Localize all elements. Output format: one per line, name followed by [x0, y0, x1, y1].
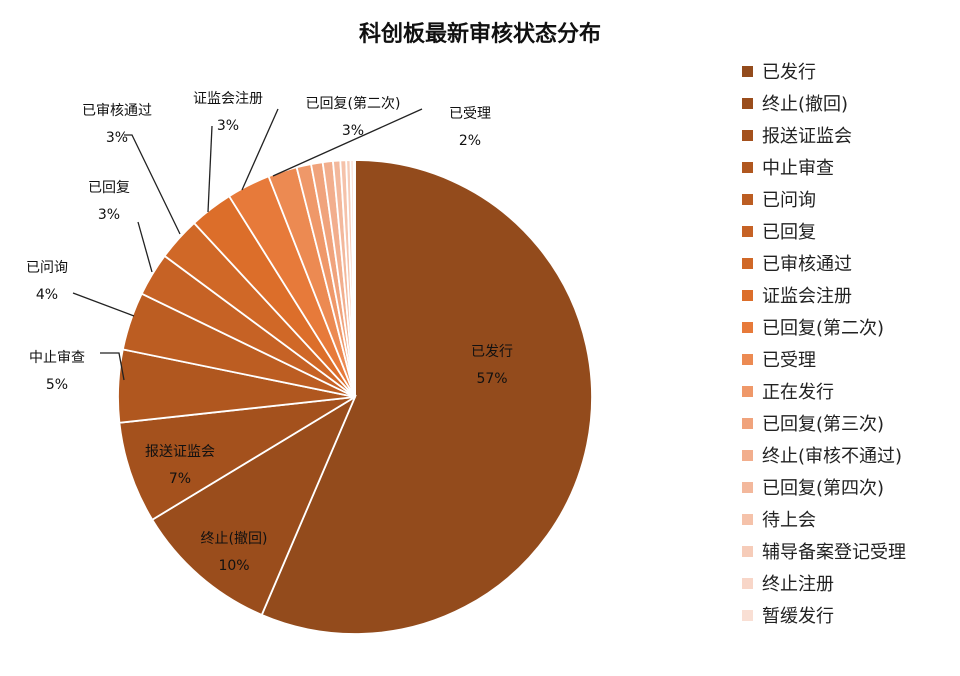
legend-swatch: [742, 289, 753, 301]
legend-item: 待上会: [742, 503, 906, 535]
slice-value-label: 3%: [217, 118, 239, 134]
legend-item: 已回复: [742, 215, 906, 247]
legend-label: 已回复(第四次): [762, 478, 885, 499]
legend-label: 待上会: [762, 510, 816, 531]
legend-label: 正在发行: [762, 382, 834, 403]
legend-item: 终止(审核不通过): [742, 439, 906, 471]
slice-value-label: 3%: [342, 123, 364, 139]
legend-item: 报送证监会: [742, 119, 906, 151]
legend-item: 暂缓发行: [742, 599, 906, 631]
legend-swatch: [742, 161, 753, 173]
slice-label: 证监会注册: [193, 91, 263, 107]
leader-line: [100, 352, 125, 381]
slice-value-label: 4%: [36, 287, 58, 303]
legend-label: 已回复: [762, 222, 816, 243]
legend-swatch: [742, 321, 753, 333]
legend-label: 暂缓发行: [762, 606, 834, 627]
legend-label: 已问询: [762, 190, 816, 211]
legend-item: 已审核通过: [742, 247, 906, 279]
legend-item: 终止注册: [742, 567, 906, 599]
legend-swatch: [742, 257, 753, 269]
pie-slice: [352, 159, 356, 398]
slice-label: 已受理: [449, 106, 491, 122]
legend-swatch: [742, 353, 753, 365]
legend-label: 已发行: [762, 62, 816, 83]
slice-label: 已审核通过: [82, 103, 152, 119]
chart-title: 科创板最新审核状态分布: [358, 22, 601, 47]
legend-swatch: [742, 417, 753, 429]
slice-label: 已回复(第二次): [306, 95, 401, 112]
legend-label: 辅导备案登记受理: [762, 542, 906, 563]
legend-label: 终止(审核不通过): [762, 446, 903, 467]
legend-swatch: [742, 481, 753, 493]
slice-value-label: 7%: [169, 471, 191, 487]
legend-swatch: [742, 513, 753, 525]
slice-value-label: 2%: [459, 133, 481, 149]
slice-value-label: 57%: [476, 371, 507, 387]
pie-slice: [151, 394, 357, 617]
pie-slice: [118, 396, 356, 521]
chart-legend: 已发行终止(撤回) 报送证监会中止审查已问询已回复已审核通过证监会注册已回复(第二…: [742, 55, 906, 631]
legend-swatch: [742, 193, 753, 205]
legend-item: 终止(撤回): [742, 87, 906, 119]
legend-item: 证监会注册: [742, 279, 906, 311]
leader-line: [124, 134, 181, 235]
legend-item: 已问询: [742, 183, 906, 215]
leader-line: [207, 125, 213, 213]
legend-label: 中止审查: [762, 158, 834, 179]
legend-swatch: [742, 65, 753, 77]
slice-value-label: 5%: [46, 377, 68, 393]
legend-swatch: [742, 225, 753, 237]
legend-swatch: [742, 449, 753, 461]
legend-item: 已发行: [742, 55, 906, 87]
leader-line: [272, 108, 423, 177]
pie-slice: [260, 159, 593, 635]
legend-swatch: [742, 129, 753, 141]
legend-label: 终止注册: [762, 574, 834, 595]
legend-label: 终止(撤回): [762, 94, 849, 115]
slice-value-label: 10%: [218, 558, 249, 574]
legend-item: 已受理: [742, 343, 906, 375]
legend-label: 已受理: [762, 350, 816, 371]
slice-label: 中止审查: [29, 350, 85, 366]
legend-swatch: [742, 545, 753, 557]
leader-line: [241, 108, 279, 191]
legend-label: 已回复(第三次): [762, 414, 885, 435]
legend-label: 已审核通过: [762, 254, 852, 275]
legend-swatch: [742, 97, 753, 109]
legend-swatch: [742, 385, 753, 397]
legend-item: 正在发行: [742, 375, 906, 407]
slice-value-label: 3%: [106, 130, 128, 146]
legend-item: 中止审查: [742, 151, 906, 183]
legend-item: 已回复(第三次): [742, 407, 906, 439]
legend-label: 报送证监会: [762, 126, 852, 147]
slice-label: 已问询: [26, 260, 68, 276]
slice-value-label: 3%: [98, 207, 120, 223]
slice-label: 报送证监会: [145, 444, 215, 460]
legend-item: 辅导备案登记受理: [742, 535, 906, 567]
legend-item: 已回复(第二次): [742, 311, 906, 343]
legend-label: 证监会注册: [762, 286, 852, 307]
slice-label: 已发行: [471, 344, 513, 360]
leader-line: [72, 292, 135, 317]
slice-label: 终止(撤回): [201, 531, 268, 547]
legend-swatch: [742, 609, 753, 621]
leader-line: [137, 221, 153, 273]
legend-swatch: [742, 577, 753, 589]
legend-label: 已回复(第二次): [762, 318, 885, 339]
legend-item: 已回复(第四次): [742, 471, 906, 503]
slice-label: 已回复: [88, 179, 130, 196]
